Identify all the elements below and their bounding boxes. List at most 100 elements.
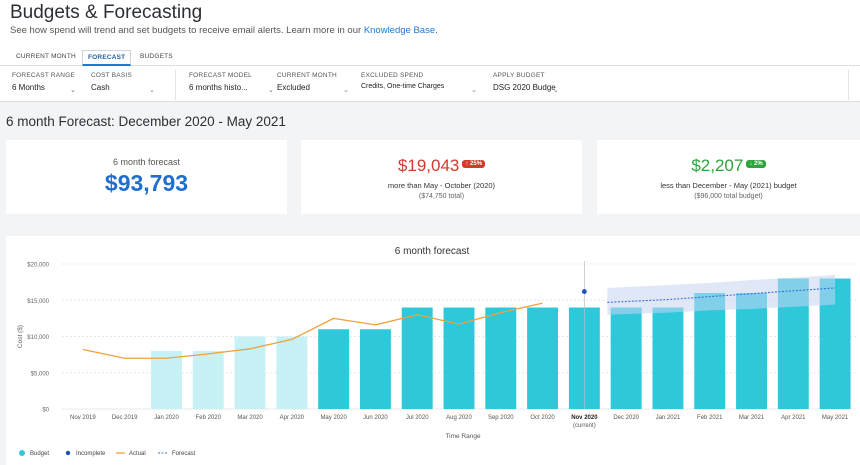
tab-bar: CURRENT MONTH FORECAST BUDGETS: [0, 50, 860, 66]
budget-bar: [276, 336, 308, 409]
x-tick-label: May 2021: [822, 415, 849, 421]
forecast-card-label: 6 month forecast: [112, 157, 181, 167]
filter-divider: [175, 70, 176, 100]
legend-incomplete-label: Incomplete: [76, 451, 106, 457]
filter-label: COST BASIS: [91, 72, 132, 79]
tab-budgets[interactable]: BUDGETS: [140, 53, 173, 60]
x-tick-label: Jan 2020: [154, 415, 179, 421]
subtitle-end: .: [435, 25, 438, 36]
tab-current-month[interactable]: CURRENT MONTH: [16, 53, 76, 60]
filter-label: CURRENT MONTH: [277, 72, 337, 79]
legend-budget-label: Budget: [30, 451, 49, 457]
current-month-select[interactable]: Excluded: [277, 83, 310, 92]
budget-bar: [736, 293, 767, 409]
apply-budget-select[interactable]: DSG 2020 Budge: [493, 83, 556, 92]
forecast-chart[interactable]: 6 month forecast $0 $5,000 $10,000 $15,000 $2…: [6, 236, 860, 465]
apply-budget-filter[interactable]: APPLY BUDGET DSG 2020 Budge ⌄: [493, 72, 563, 94]
budget-bar: [234, 336, 266, 409]
page-header: Budgets & Forecasting See how spend will…: [0, 0, 860, 50]
budget-bar: [192, 351, 224, 409]
budget-bar: [359, 329, 391, 409]
chevron-down-icon: ⌄: [149, 87, 155, 94]
cost-basis-select[interactable]: Cash: [91, 83, 110, 92]
page-subtitle: See how spend will trend and set budgets…: [10, 25, 438, 36]
budget-bar: [485, 307, 517, 409]
forecast-range-filter[interactable]: FORECAST RANGE 6 Months ⌄: [12, 72, 78, 94]
y-axis-label: Cost ($): [17, 325, 24, 348]
increase-badge: ↑ 25%: [462, 160, 486, 168]
x-tick-label: Mar 2021: [739, 415, 765, 421]
budget-bar: [318, 329, 350, 409]
x-tick-label: Mar 2020: [237, 415, 263, 421]
filter-divider: [848, 70, 849, 100]
excluded-spend-filter[interactable]: EXCLUDED SPEND Credits, One-time Charges…: [361, 72, 479, 94]
legend-incomplete-swatch: [65, 450, 71, 456]
vs-budget-total: ($96,000 total budget): [694, 193, 763, 200]
vs-past-total: ($74,750 total): [418, 193, 465, 200]
x-tick-label: Feb 2021: [697, 415, 723, 421]
budget-bar: [610, 307, 642, 409]
x-tick-label: May 2020: [320, 415, 347, 421]
y-tick-label: $15,000: [27, 299, 49, 305]
filter-label: APPLY BUDGET: [493, 72, 545, 79]
forecast-line: [607, 287, 836, 303]
budget-bar: [443, 307, 475, 409]
x-tick-label: Jun 2020: [363, 415, 388, 421]
filter-label: EXCLUDED SPEND: [361, 72, 424, 79]
vs-past-card: $19,043 ↑ 25% more than May - October (20…: [301, 140, 582, 214]
knowledge-base-link[interactable]: Knowledge Base: [363, 25, 436, 36]
legend-forecast-label: Forecast: [172, 451, 196, 457]
x-axis-label: Time Range: [445, 433, 481, 440]
forecast-total-value: $93,793: [104, 170, 189, 196]
vs-budget-card: $2,207 ↓ 2% less than December - May (202…: [597, 140, 860, 214]
budget-bar: [401, 307, 433, 409]
page-title: Budgets & Forecasting: [10, 2, 203, 23]
forecast-band: [607, 274, 836, 315]
vs-budget-value: $2,207: [691, 156, 744, 175]
x-tick-label: Oct 2020: [530, 415, 555, 421]
budget-bar: [694, 293, 726, 409]
excluded-spend-select[interactable]: Credits, One-time Charges: [361, 83, 445, 90]
chevron-down-icon: ⌄: [268, 87, 274, 94]
x-tick-label: Aug 2020: [446, 415, 472, 421]
legend-budget-swatch: [19, 450, 25, 456]
forecast-model-select[interactable]: 6 months histo...: [189, 83, 248, 92]
forecast-range-select[interactable]: 6 Months: [12, 83, 45, 92]
cost-basis-filter[interactable]: COST BASIS Cash ⌄: [91, 72, 157, 94]
forecast-chart-card: 6 month forecast $0 $5,000 $10,000 $15,000 $2…: [6, 236, 860, 465]
filter-label: FORECAST MODEL: [189, 72, 252, 79]
current-month-filter[interactable]: CURRENT MONTH Excluded ⌄: [277, 72, 349, 94]
incomplete-point: [581, 289, 587, 294]
x-tick-label: Jan 2021: [656, 415, 681, 421]
x-tick-label: Feb 2020: [196, 415, 222, 421]
x-tick-label: Apr 2020: [280, 415, 305, 421]
x-tick-label: Apr 2021: [781, 415, 806, 421]
vs-past-value: $19,043: [397, 156, 460, 175]
vs-budget-text: less than December - May (2021) budget: [660, 181, 797, 190]
filter-bar: FORECAST RANGE 6 Months ⌄ COST BASIS Cas…: [0, 66, 860, 102]
section-title: 6 month Forecast: December 2020 - May 20…: [6, 114, 286, 129]
y-tick-label: $5,000: [31, 371, 50, 377]
budget-bar: [527, 307, 559, 409]
filter-label: FORECAST RANGE: [12, 72, 75, 79]
vs-past-text: more than May - October (2020): [387, 181, 496, 190]
forecast-model-filter[interactable]: FORECAST MODEL 6 months histo... ⌄: [189, 72, 274, 94]
subtitle-text: See how spend will trend and set budgets…: [10, 25, 364, 36]
x-tick-label: Nov 2019: [70, 415, 96, 421]
x-tick-label: Nov 2020: [571, 415, 598, 421]
x-tick-label: Sep 2020: [488, 415, 514, 421]
x-tick-note: (current): [573, 423, 596, 429]
actual-line: [82, 302, 543, 359]
x-tick-label: Jul 2020: [406, 415, 429, 421]
y-tick-label: $10,000: [27, 335, 49, 341]
decrease-badge: ↓ 2%: [746, 160, 766, 168]
chart-title: 6 month forecast: [395, 246, 470, 257]
chevron-down-icon: ⌄: [471, 87, 477, 94]
vs-budget-row: $2,207 ↓ 2%: [597, 156, 860, 176]
vs-past-row: $19,043 ↑ 25%: [301, 156, 582, 176]
forecast-total-card: 6 month forecast $93,793: [6, 140, 287, 214]
y-tick-label: $0: [42, 408, 49, 414]
x-tick-label: Dec 2019: [112, 415, 138, 421]
legend-actual-label: Actual: [129, 451, 146, 457]
tab-forecast[interactable]: FORECAST: [82, 50, 132, 66]
